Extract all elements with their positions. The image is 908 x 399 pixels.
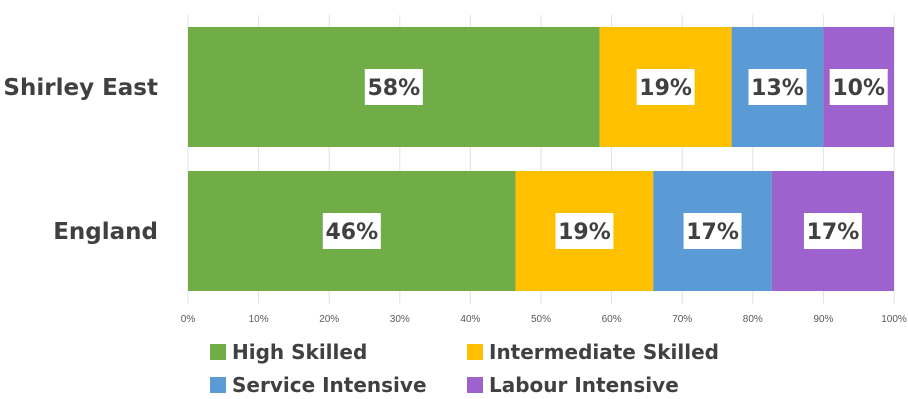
x-tick-label: 40% [460,314,480,325]
x-tick-label: 90% [813,314,833,325]
x-tick-label: 100% [881,314,907,325]
data-label: 58% [367,76,420,101]
legend-item-intermediate-skilled: Intermediate Skilled [467,338,719,366]
data-label: 10% [832,76,885,101]
legend-swatch [210,344,226,360]
legend-item-labour-intensive: Labour Intensive [467,371,679,399]
data-label-box [829,69,888,105]
category-labels: Shirley East England [3,75,158,245]
x-tick-label: 60% [602,314,622,325]
legend-swatch [467,344,483,360]
legend-swatch [210,377,226,393]
data-label-box [555,213,614,249]
legend-item-high-skilled: High Skilled [210,338,367,366]
legend-label: Intermediate Skilled [489,340,719,364]
x-tick-label: 10% [249,314,269,325]
data-labels: 58% 19% 13% 10% 46% 19% 17% 17% [322,69,888,249]
x-tick-label: 30% [390,314,410,325]
legend-label: Labour Intensive [489,373,679,397]
legend: High Skilled Intermediate Skilled Servic… [210,336,810,398]
stacked-bar-chart: 58% 19% 13% 10% 46% 19% 17% 17% Shirley East Eng… [3,15,907,325]
data-label-box [803,213,862,249]
data-label: 46% [325,220,378,245]
legend-item-service-intensive: Service Intensive [210,371,427,399]
data-label-box [748,69,807,105]
x-tick-label: 80% [743,314,763,325]
x-tick-label: 70% [672,314,692,325]
data-label-box [364,69,423,105]
data-label: 19% [558,220,611,245]
data-label-box [636,69,695,105]
x-axis-ticks: 0% 10% 20% 30% 40% 50% 60% 70% 80% 90% 100% [181,314,907,325]
data-label-box [322,213,381,249]
category-label: England [53,219,158,245]
legend-label: Service Intensive [232,373,427,397]
x-tick-label: 20% [319,314,339,325]
category-label: Shirley East [3,75,158,101]
legend-swatch [467,377,483,393]
data-label: 19% [639,76,692,101]
data-label: 17% [686,220,739,245]
data-label: 13% [751,76,804,101]
legend-label: High Skilled [232,340,368,364]
data-label: 17% [807,220,860,245]
x-tick-label: 0% [181,314,196,325]
data-label-box [683,213,742,249]
x-tick-label: 50% [531,314,551,325]
